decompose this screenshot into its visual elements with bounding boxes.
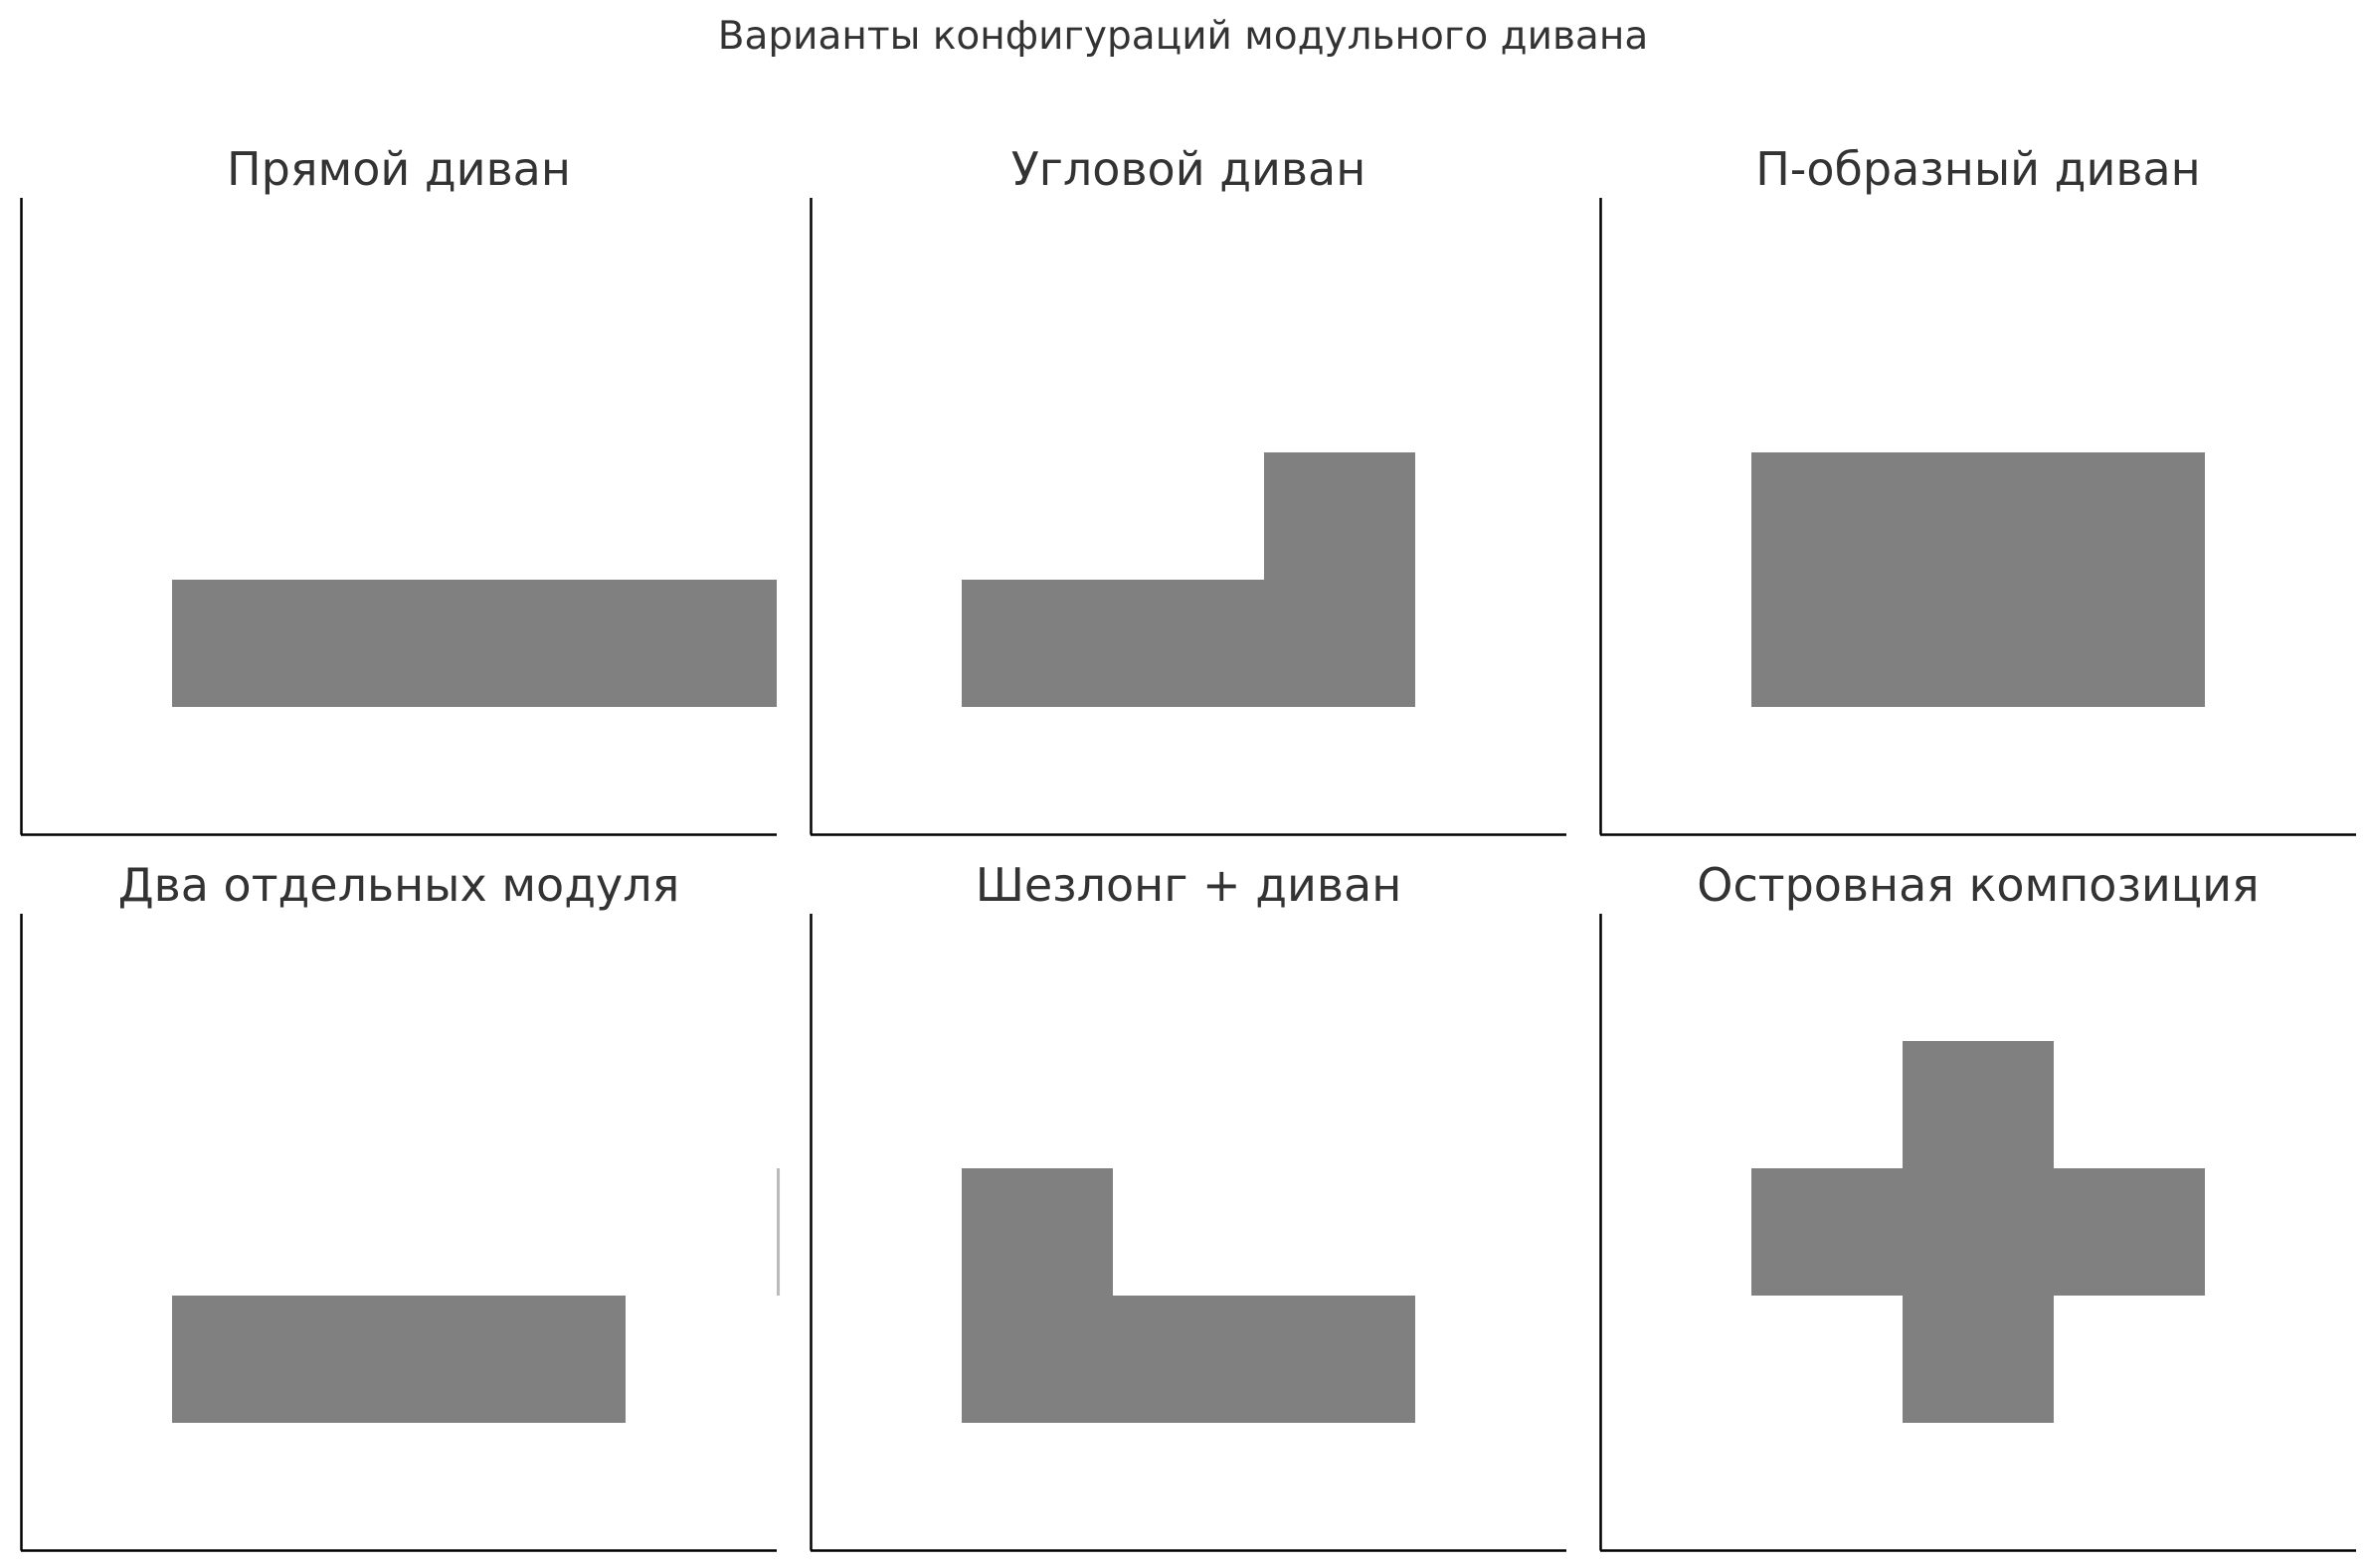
panel-title-u-shaped: П-образный диван — [1755, 142, 2201, 196]
panel-u-shaped-sofa — [1599, 198, 2356, 836]
sofa-module-1 — [962, 1296, 1415, 1423]
panel-title-island: Островная композиция — [1697, 858, 2260, 912]
sofa-module-2 — [1264, 452, 1415, 707]
sofa-module-2 — [1903, 1041, 2054, 1423]
panel-island-composition — [1599, 914, 2356, 1552]
figure-title: Варианты конфигураций модульного дивана — [717, 14, 1649, 59]
panel-title-corner: Угловой диван — [1010, 142, 1366, 196]
sofa-module-2 — [962, 1168, 1113, 1296]
panel-corner-sofa — [810, 198, 1566, 836]
sofa-module-2 — [1751, 452, 2205, 580]
panel-title-chaise: Шезлонг + диван — [975, 858, 1402, 912]
sofa-module-1 — [172, 580, 777, 707]
sofa-module-1 — [172, 1296, 626, 1423]
panel-title-straight: Прямой диван — [227, 142, 571, 196]
panel-straight-sofa — [20, 198, 777, 836]
panel-chaise-sofa — [810, 914, 1566, 1552]
sofa-module-2 — [777, 1168, 781, 1296]
panel-two-modules — [20, 914, 781, 1552]
sofa-module-1 — [1751, 580, 2205, 707]
panel-title-two-modules: Два отдельных модуля — [117, 858, 680, 912]
